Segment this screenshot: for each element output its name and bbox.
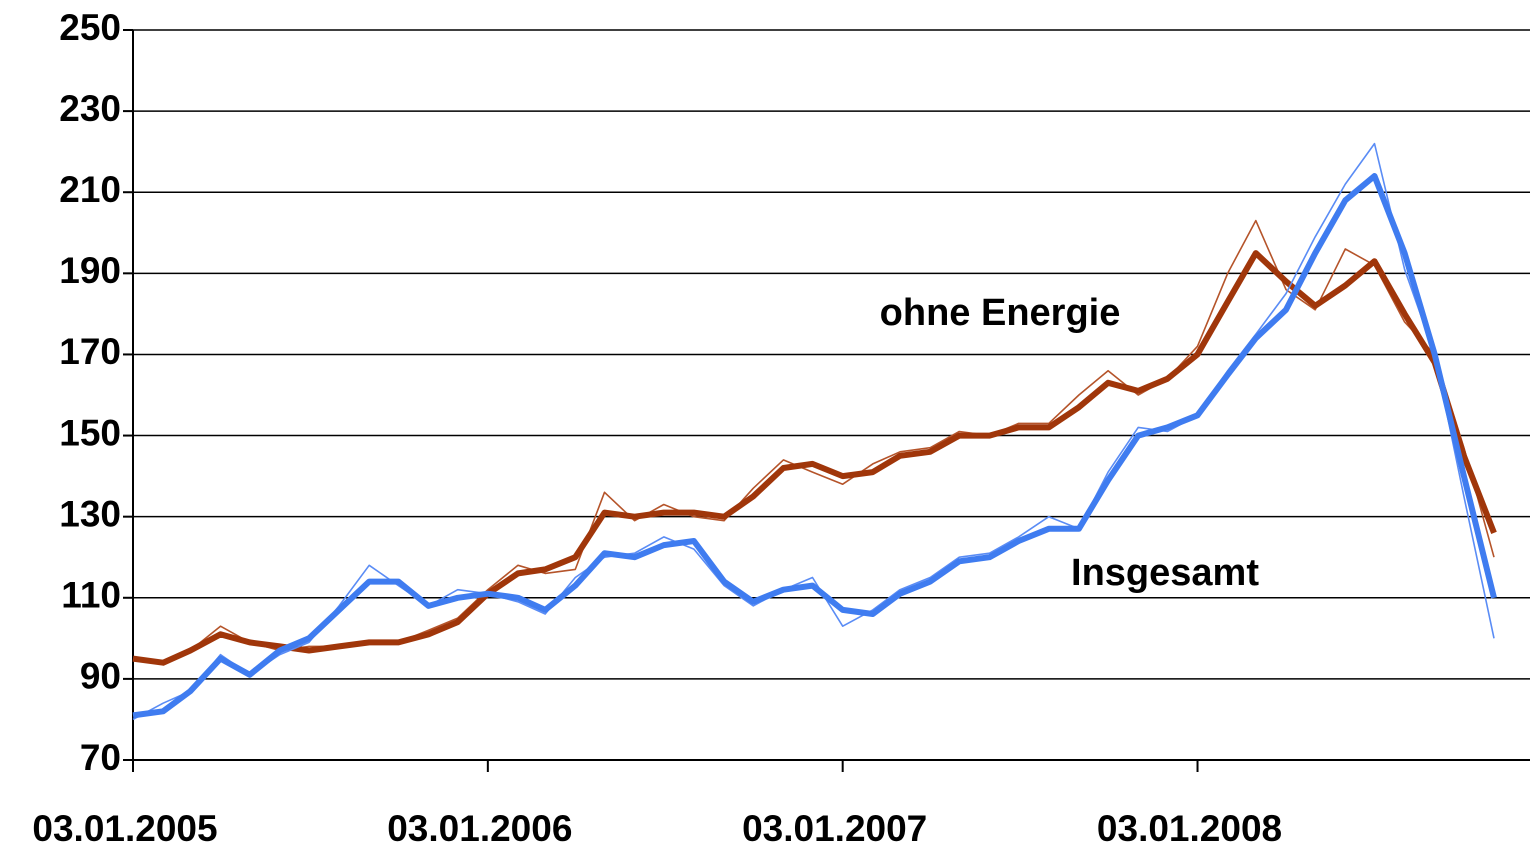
y-tick-label: 250 <box>59 7 121 48</box>
series-label: ohne Energie <box>880 292 1121 334</box>
y-tick-label: 170 <box>59 331 121 372</box>
y-tick-label: 130 <box>59 493 121 534</box>
x-tick-label: 03.01.2005 <box>32 808 217 849</box>
trend-line <box>132 250 1497 666</box>
data-line <box>132 142 1495 721</box>
series-label: Insgesamt <box>1071 552 1259 594</box>
x-tick-label: 03.01.2007 <box>742 808 927 849</box>
y-tick-label: 70 <box>80 737 121 778</box>
trend-line <box>132 173 1497 719</box>
y-tick-label: 150 <box>59 412 121 453</box>
y-tick-label: 230 <box>59 88 121 129</box>
y-tick-label: 190 <box>59 250 121 291</box>
x-tick-label: 03.01.2006 <box>387 808 572 849</box>
y-tick-label: 90 <box>80 656 121 697</box>
x-tick-label: 03.01.2008 <box>1097 808 1282 849</box>
y-tick-label: 210 <box>59 169 121 210</box>
y-tick-label: 110 <box>61 575 121 616</box>
